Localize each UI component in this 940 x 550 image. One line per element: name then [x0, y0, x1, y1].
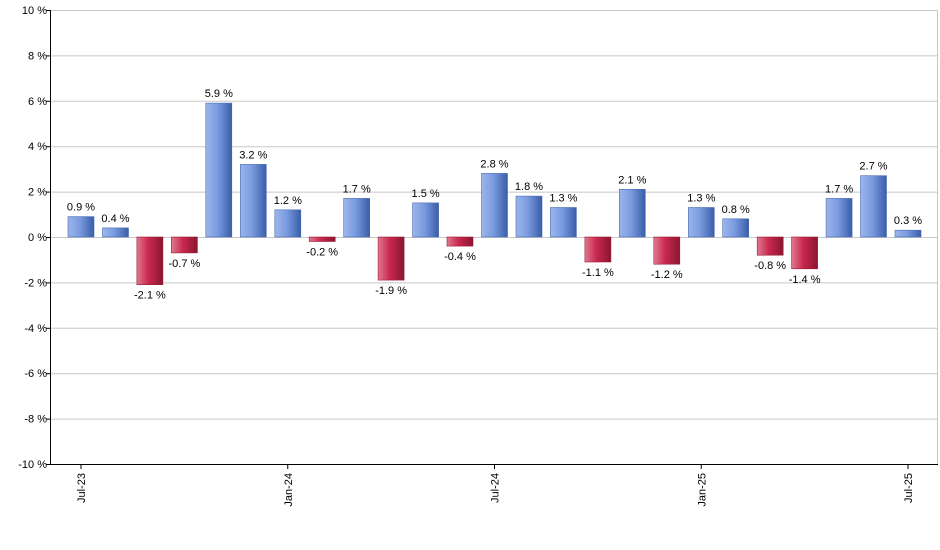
bar: [756, 236, 784, 256]
bar-value-label: -0.7 %: [169, 258, 201, 270]
bar-value-label: 3.2 %: [239, 149, 267, 161]
y-tick-label: -8 %: [24, 414, 47, 426]
bar-value-label: -1.2 %: [651, 269, 683, 281]
bar: [377, 236, 405, 281]
bar: [205, 102, 233, 238]
bar-value-label: 2.7 %: [859, 161, 887, 173]
bar-value-label: 5.9 %: [205, 88, 233, 100]
bar: [722, 218, 750, 238]
y-tick-label: 0 %: [28, 232, 47, 244]
x-tick-label: Jul-24: [490, 473, 502, 503]
y-tick-label: -4 %: [24, 323, 47, 335]
bar-value-label: -1.1 %: [582, 267, 614, 279]
bar: [481, 173, 508, 238]
bar-value-label: 1.8 %: [515, 181, 543, 193]
bar: [687, 207, 715, 238]
bar: [412, 202, 439, 238]
y-tick-label: 6 %: [28, 96, 47, 108]
bar: [240, 164, 267, 238]
bar-value-label: -0.8 %: [754, 260, 786, 272]
x-tick-label: Jan-24: [283, 473, 295, 507]
bar-value-label: 1.3 %: [687, 193, 715, 205]
bar: [584, 236, 612, 263]
bar: [446, 236, 474, 247]
bar-value-label: -1.9 %: [375, 285, 407, 297]
bar: [791, 236, 818, 270]
bar-value-label: 1.7 %: [343, 183, 371, 195]
y-axis-ticks: 10 % 8 % 6 % 4 % 2 % 0 % -2 % -4 % -6 % -8 % -10 %: [18, 5, 50, 471]
bar-value-label: 0.9 %: [67, 202, 95, 214]
bars: [67, 102, 922, 286]
data-labels: 0.9 % 0.4 % -2.1 % -0.7 % 5.9 % 3.2 % 1.2 % -0.…: [67, 88, 922, 302]
x-axis-ticks: Jul-23 Jan-24 Jul-24 Jan-25 Jul-25: [76, 464, 915, 507]
bar-value-label: -2.1 %: [134, 290, 166, 302]
y-tick-label: 4 %: [28, 141, 47, 153]
y-tick-label: 10 %: [22, 5, 47, 17]
bar-value-label: 1.3 %: [549, 193, 577, 205]
y-tick-label: -2 %: [24, 277, 47, 289]
bar: [825, 198, 853, 238]
bar-value-label: 1.5 %: [412, 188, 440, 200]
bar: [550, 207, 577, 238]
bar: [515, 195, 543, 238]
bar-value-label: 0.8 %: [722, 204, 750, 216]
x-tick-label: Jan-25: [696, 473, 708, 507]
bar-value-label: -1.4 %: [789, 274, 821, 286]
y-tick-label: -10 %: [18, 459, 47, 471]
bar-value-label: 0.4 %: [101, 213, 129, 225]
bar-value-label: 2.1 %: [618, 174, 646, 186]
bar: [894, 229, 922, 238]
bar: [860, 175, 887, 238]
bar-value-label: -0.2 %: [306, 247, 338, 259]
bar-value-label: -0.4 %: [444, 251, 476, 263]
bar-value-label: 2.8 %: [480, 158, 508, 170]
bar: [67, 216, 95, 238]
bar-value-label: 0.3 %: [894, 215, 922, 227]
bar: [653, 236, 681, 265]
bar-value-label: 1.2 %: [274, 195, 302, 207]
bar-value-label: 1.7 %: [825, 183, 853, 195]
y-tick-label: -6 %: [24, 368, 47, 380]
y-tick-label: 2 %: [28, 187, 47, 199]
x-tick-label: Jul-23: [76, 473, 88, 503]
y-tick-label: 8 %: [28, 50, 47, 62]
bar: [102, 227, 129, 238]
bar: [136, 236, 164, 286]
bar: [343, 198, 371, 238]
bar: [618, 189, 646, 238]
bar: [308, 236, 336, 242]
bar: [274, 209, 302, 238]
x-tick-label: Jul-25: [903, 473, 915, 503]
bar: [171, 236, 198, 254]
